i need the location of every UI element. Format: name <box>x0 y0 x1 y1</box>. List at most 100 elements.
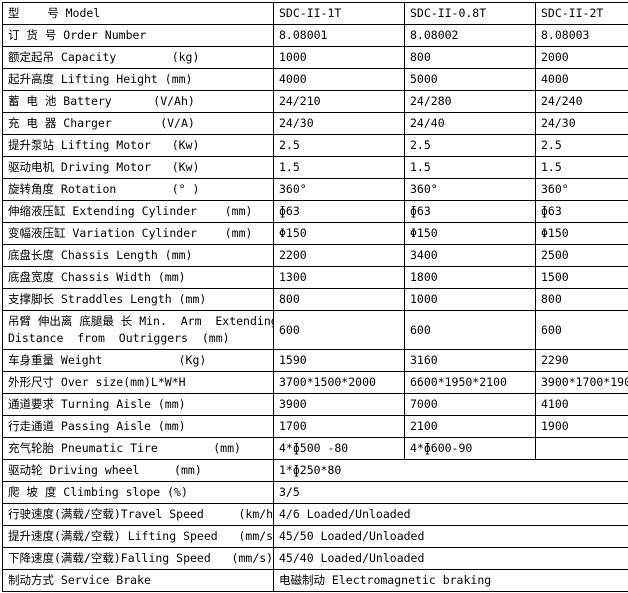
row-value-variation-cylinder-col2: Φ150 <box>405 223 536 245</box>
row-value-chassis-length-col3: 2500 <box>536 245 628 267</box>
row-label-turning-aisle: 通道要求 Turning Aisle (mm) <box>3 394 274 416</box>
row-label-climbing-slope: 爬 坡 度 Climbing slope (%) <box>3 482 274 504</box>
row-value-service-brake: 电磁制动 Electromagnetic braking <box>274 570 628 592</box>
row-value-passing-aisle-col3: 1900 <box>536 416 628 438</box>
row-value-pneumatic-tire-col3 <box>536 438 628 460</box>
row-value-passing-aisle-col1: 1700 <box>274 416 405 438</box>
row-value-chassis-width-col2: 1800 <box>405 267 536 289</box>
row-value-min-arm-extending-distance-col1: 600 <box>274 311 405 350</box>
row-value-order-number-col3: 8.08003 <box>536 25 628 47</box>
row-value-lifting-height-col3: 4000 <box>536 69 628 91</box>
header-model-3: SDC-II-2T <box>536 3 628 25</box>
row-value-variation-cylinder-col3: Φ150 <box>536 223 628 245</box>
row-value-capacity-col3: 2000 <box>536 47 628 69</box>
row-label-chassis-length: 底盘长度 Chassis Length (mm) <box>3 245 274 267</box>
row-value-lifting-motor-col1: 2.5 <box>274 135 405 157</box>
row-value-rotation-col3: 360° <box>536 179 628 201</box>
row-value-extending-cylinder-col1: ɸ63 <box>274 201 405 223</box>
row-value-order-number-col1: 8.08001 <box>274 25 405 47</box>
row-label-min-arm-extending-distance: 吊臂 伸出离 底腿最 长 Min. Arm Extending Distance… <box>3 311 274 350</box>
row-label-lifting-height: 起升高度 Lifting Height (mm) <box>3 69 274 91</box>
row-value-lifting-speed: 45/50 Loaded/Unloaded <box>274 526 628 548</box>
row-value-chassis-width-col1: 1300 <box>274 267 405 289</box>
row-label-weight: 车身重量 Weight (Kg) <box>3 350 274 372</box>
row-label-over-size: 外形尺寸 Over size(mm)L*W*H <box>3 372 274 394</box>
row-label-rotation: 旋转角度 Rotation (° ) <box>3 179 274 201</box>
row-value-straddles-length-col1: 800 <box>274 289 405 311</box>
row-value-driving-motor-col2: 1.5 <box>405 157 536 179</box>
row-label-falling-speed: 下降速度(满载/空载)Falling Speed (mm/s) <box>3 548 274 570</box>
row-value-falling-speed: 45/40 Loaded/Unloaded <box>274 548 628 570</box>
row-value-charger-col1: 24/30 <box>274 113 405 135</box>
row-value-charger-col3: 24/30 <box>536 113 628 135</box>
row-value-passing-aisle-col2: 2100 <box>405 416 536 438</box>
row-value-capacity-col1: 1000 <box>274 47 405 69</box>
row-label-driving-motor: 驱动电机 Driving Motor (Kw) <box>3 157 274 179</box>
row-value-over-size-col1: 3700*1500*2000 <box>274 372 405 394</box>
row-value-battery-col2: 24/280 <box>405 91 536 113</box>
row-value-lifting-motor-col3: 2.5 <box>536 135 628 157</box>
header-model-2: SDC-II-0.8T <box>405 3 536 25</box>
row-value-order-number-col2: 8.08002 <box>405 25 536 47</box>
table-row: 驱动轮 Driving wheel (mm)1*ɸ250*80 <box>3 460 628 482</box>
row-label-chassis-width: 底盘宽度 Chassis Width (mm) <box>3 267 274 289</box>
row-value-driving-motor-col1: 1.5 <box>274 157 405 179</box>
row-label-capacity: 额定起吊 Capacity (kg) <box>3 47 274 69</box>
row-value-charger-col2: 24/40 <box>405 113 536 135</box>
header-label-cell: 型 号 Model <box>3 3 274 25</box>
row-value-turning-aisle-col2: 7000 <box>405 394 536 416</box>
row-value-battery-col1: 24/210 <box>274 91 405 113</box>
table-row: 下降速度(满载/空载)Falling Speed (mm/s)45/40 Loa… <box>3 548 628 570</box>
row-value-driving-wheel: 1*ɸ250*80 <box>274 460 628 482</box>
row-label-driving-wheel: 驱动轮 Driving wheel (mm) <box>3 460 274 482</box>
table-body: 型 号 Model SDC-II-1T SDC-II-0.8T SDC-II-2… <box>3 3 628 592</box>
row-label-variation-cylinder: 变幅液压缸 Variation Cylinder (mm) <box>3 223 274 245</box>
row-value-over-size-col2: 6600*1950*2100 <box>405 372 536 394</box>
row-value-driving-motor-col3: 1.5 <box>536 157 628 179</box>
table-row: 吊臂 伸出离 底腿最 长 Min. Arm Extending Distance… <box>3 311 628 350</box>
table-row: 旋转角度 Rotation (° )360°360°360° <box>3 179 628 201</box>
row-value-straddles-length-col3: 800 <box>536 289 628 311</box>
row-value-travel-speed: 4/6 Loaded/Unloaded <box>274 504 628 526</box>
row-value-pneumatic-tire-col1: 4*ɸ500 -80 <box>274 438 405 460</box>
row-value-min-arm-extending-distance-col2: 600 <box>405 311 536 350</box>
row-value-lifting-height-col2: 5000 <box>405 69 536 91</box>
row-label-lifting-motor: 提升泵站 Lifting Motor (Kw) <box>3 135 274 157</box>
row-label-battery: 蓄 电 池 Battery (V/Ah) <box>3 91 274 113</box>
table-row: 爬 坡 度 Climbing slope (%)3/5 <box>3 482 628 504</box>
row-value-lifting-height-col1: 4000 <box>274 69 405 91</box>
row-value-min-arm-extending-distance-col3: 600 <box>536 311 628 350</box>
row-value-weight-col3: 2290 <box>536 350 628 372</box>
table-row: 行驶速度(满载/空载)Travel Speed (km/h)4/6 Loaded… <box>3 504 628 526</box>
row-value-weight-col2: 3160 <box>405 350 536 372</box>
header-model-1: SDC-II-1T <box>274 3 405 25</box>
table-row: 提升速度(满载/空载) Lifting Speed (mm/s)45/50 Lo… <box>3 526 628 548</box>
row-value-rotation-col2: 360° <box>405 179 536 201</box>
row-value-variation-cylinder-col1: Φ150 <box>274 223 405 245</box>
row-value-chassis-width-col3: 1500 <box>536 267 628 289</box>
row-value-chassis-length-col1: 2200 <box>274 245 405 267</box>
row-value-extending-cylinder-col2: ɸ63 <box>405 201 536 223</box>
row-label-extending-cylinder: 伸缩液压缸 Extending Cylinder (mm) <box>3 201 274 223</box>
row-value-turning-aisle-col1: 3900 <box>274 394 405 416</box>
row-value-climbing-slope: 3/5 <box>274 482 628 504</box>
row-value-extending-cylinder-col3: ɸ63 <box>536 201 628 223</box>
row-value-pneumatic-tire-col2: 4*ɸ600-90 <box>405 438 536 460</box>
